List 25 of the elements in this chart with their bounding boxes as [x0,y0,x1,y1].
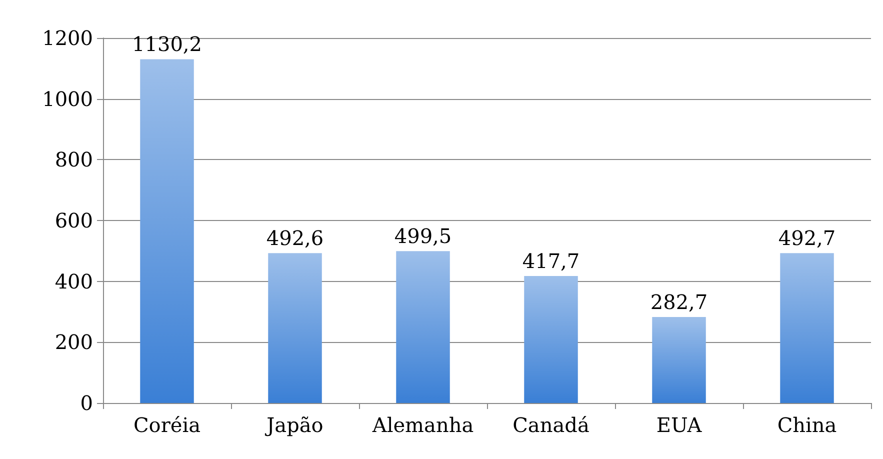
x-tick-label: Coréia [133,413,201,437]
x-tick-label: China [777,413,837,437]
bar [140,59,194,403]
x-tick-label: EUA [656,413,702,437]
y-tick-label: 1200 [42,26,93,50]
y-tick-label: 0 [80,391,93,415]
y-tick-label: 1000 [42,86,93,111]
y-tick-label: 600 [54,208,93,232]
data-label: 492,7 [778,226,836,250]
data-label: 282,7 [650,290,708,314]
bar [652,317,706,403]
y-tick-label: 200 [54,330,93,354]
bar [780,253,834,403]
data-label: 417,7 [522,248,580,273]
data-label: 492,6 [266,226,324,250]
bar [268,253,322,403]
x-tick-label: Japão [264,413,324,437]
data-label: 499,5 [394,224,452,248]
bar [396,251,450,403]
x-tick-label: Canadá [512,413,590,437]
y-tick-label: 400 [54,269,93,294]
y-tick-label: 800 [54,148,93,172]
x-tick-label: Alemanha [371,413,474,437]
bar [524,276,578,403]
data-label: 1130,2 [132,32,202,56]
